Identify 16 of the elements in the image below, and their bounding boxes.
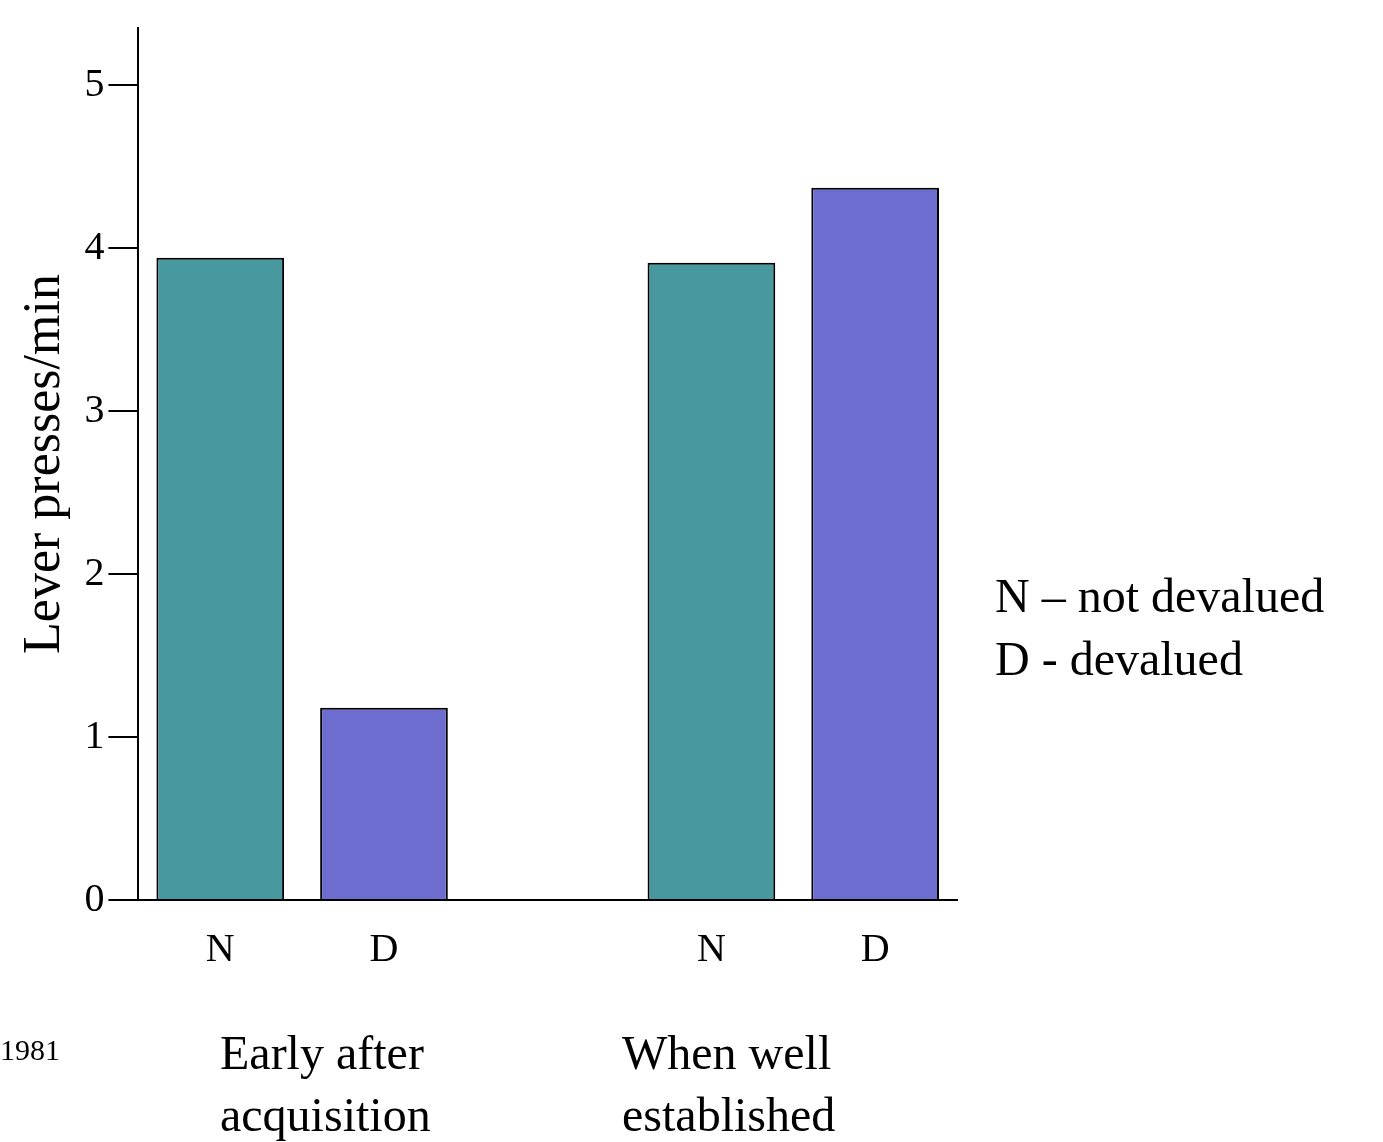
text: N – not devalued [995,568,1326,624]
y-tick-label: 5 [84,59,105,105]
text: D - devalued [995,631,1244,687]
y-tick-label: 4 [84,222,105,268]
text: Early after acquisition [220,1025,432,1142]
x-tick-label: N [696,924,726,970]
x-tick-label: D [860,924,890,970]
x-tick-label: D [369,924,399,970]
y-tick-label: 1 [84,711,105,757]
y-tick-label: 0 [84,874,105,920]
x-tick-label: N [205,924,235,970]
y-tick-label: 3 [84,385,105,431]
text: 1981 [0,1032,61,1068]
y-axis-title: Lever presses/min [12,274,70,654]
y-tick-label: 2 [84,548,105,594]
text: When well established [622,1025,837,1142]
